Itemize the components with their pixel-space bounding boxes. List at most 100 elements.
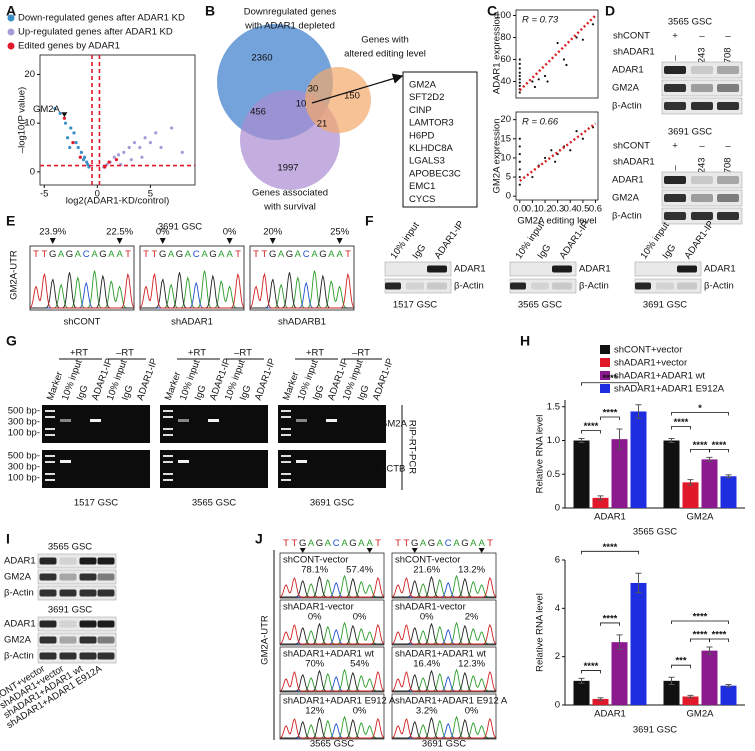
- significance-bracket: [581, 670, 601, 674]
- condition-label: +RT: [306, 348, 324, 359]
- bar: [720, 685, 737, 705]
- significance: ****: [693, 612, 708, 623]
- point: [518, 62, 521, 65]
- gel: [278, 450, 386, 488]
- edit-percent: 70%: [305, 659, 325, 670]
- gel: [42, 450, 150, 488]
- gene-name: GM2A: [409, 80, 437, 91]
- venn-title: with survival: [263, 202, 316, 213]
- lane-label: 1708: [723, 157, 734, 178]
- panel-label: G: [6, 333, 17, 349]
- point: [581, 137, 584, 140]
- point: [114, 158, 119, 162]
- edit-percent: 12%: [305, 706, 325, 717]
- panel-label: J: [255, 531, 263, 547]
- band: [691, 66, 713, 74]
- point: [132, 141, 137, 145]
- x-axis-label: GM2A editing level: [517, 216, 596, 227]
- y-tick-label: 1.5: [547, 401, 560, 412]
- x-tick-label: -5: [40, 189, 48, 200]
- y-tick-label: 20: [24, 69, 35, 80]
- gel: [278, 405, 386, 443]
- band: [59, 573, 77, 581]
- error-bar: [725, 474, 732, 479]
- band: [664, 66, 686, 74]
- trace-name: shADAR1+ADAR1 E912 A: [395, 696, 508, 707]
- band-label: ADAR1: [4, 556, 36, 567]
- point: [518, 91, 521, 94]
- lane-label: –: [699, 141, 705, 152]
- marker-band: [281, 428, 291, 430]
- trace-name: shADAR1-vector: [395, 602, 466, 613]
- band: [664, 176, 686, 184]
- band-label: ADAR1: [612, 175, 644, 186]
- legend-label: shADAR1+ADAR1 wt: [614, 371, 705, 382]
- point: [531, 80, 534, 83]
- marker-band: [45, 434, 55, 436]
- edit-percent: 0%: [156, 227, 170, 238]
- annotation: GM2A: [33, 104, 61, 115]
- lane-label: IgG: [75, 384, 91, 402]
- arrow: [311, 73, 404, 104]
- gene-name: CINP: [409, 105, 432, 116]
- edit-percent: 25%: [330, 227, 350, 238]
- band-label: ADAR1: [4, 619, 36, 630]
- point: [518, 67, 521, 70]
- significance: ****: [603, 613, 618, 624]
- bar: [573, 680, 590, 705]
- band: [59, 636, 77, 644]
- band-label: β-Actin: [612, 101, 642, 112]
- y-axis-label: GM2A expression: [492, 119, 503, 194]
- edit-percent: 2%: [465, 612, 479, 623]
- x-axis-label: 3565 GSC: [633, 527, 677, 538]
- site-marker: [269, 238, 276, 244]
- marker-band: [163, 428, 173, 430]
- marker-band: [163, 473, 173, 475]
- gel-band: [178, 419, 189, 422]
- y-tick-label: 2: [555, 651, 560, 662]
- band-label: β-Actin: [4, 588, 34, 599]
- lane-label: IgG: [356, 384, 372, 402]
- edit-percent: 21.6%: [413, 565, 440, 576]
- lane-label: IgG: [120, 384, 136, 402]
- y-tick-label: 4: [555, 603, 560, 614]
- lane-label: –: [725, 141, 731, 152]
- trace: [279, 718, 385, 739]
- legend-label: Edited genes by ADAR1: [18, 41, 120, 52]
- point: [112, 155, 116, 159]
- trace-name: shCONT-vector: [283, 555, 348, 566]
- blot: [37, 616, 117, 632]
- gene-name: LAMTOR3: [409, 118, 454, 129]
- marker-band: [163, 410, 173, 412]
- error-bar: [668, 437, 675, 444]
- point: [546, 80, 549, 83]
- trace: [139, 272, 245, 309]
- gel-band: [208, 419, 219, 422]
- point: [518, 160, 521, 163]
- y-axis-label: Relative RNA level: [535, 593, 546, 672]
- row-label: shCONT: [613, 141, 650, 152]
- x-tick-label: 0.3: [551, 204, 564, 215]
- point: [159, 145, 163, 150]
- trace: [279, 624, 385, 645]
- significance: ****: [674, 417, 689, 428]
- band: [691, 102, 713, 110]
- point: [591, 23, 595, 26]
- y-tick-label: 6: [555, 555, 560, 566]
- marker-band: [281, 461, 291, 463]
- panel-label: D: [605, 3, 615, 19]
- y-tick-label: 100: [495, 10, 511, 21]
- point: [518, 84, 521, 87]
- gene-name: CYCS: [409, 194, 435, 205]
- point: [66, 136, 70, 140]
- significance: ****: [603, 542, 618, 553]
- x-tick-label: 0.2: [538, 204, 551, 215]
- marker-label: 300 bp-: [8, 417, 40, 428]
- annotation-marker: [61, 112, 68, 118]
- row-label: shCONT: [613, 31, 650, 42]
- venn-title: Genes with: [361, 35, 409, 46]
- band: [385, 282, 401, 290]
- gene-name: EMC1: [409, 181, 435, 192]
- condition-label: +RT: [188, 348, 206, 359]
- point: [69, 126, 73, 130]
